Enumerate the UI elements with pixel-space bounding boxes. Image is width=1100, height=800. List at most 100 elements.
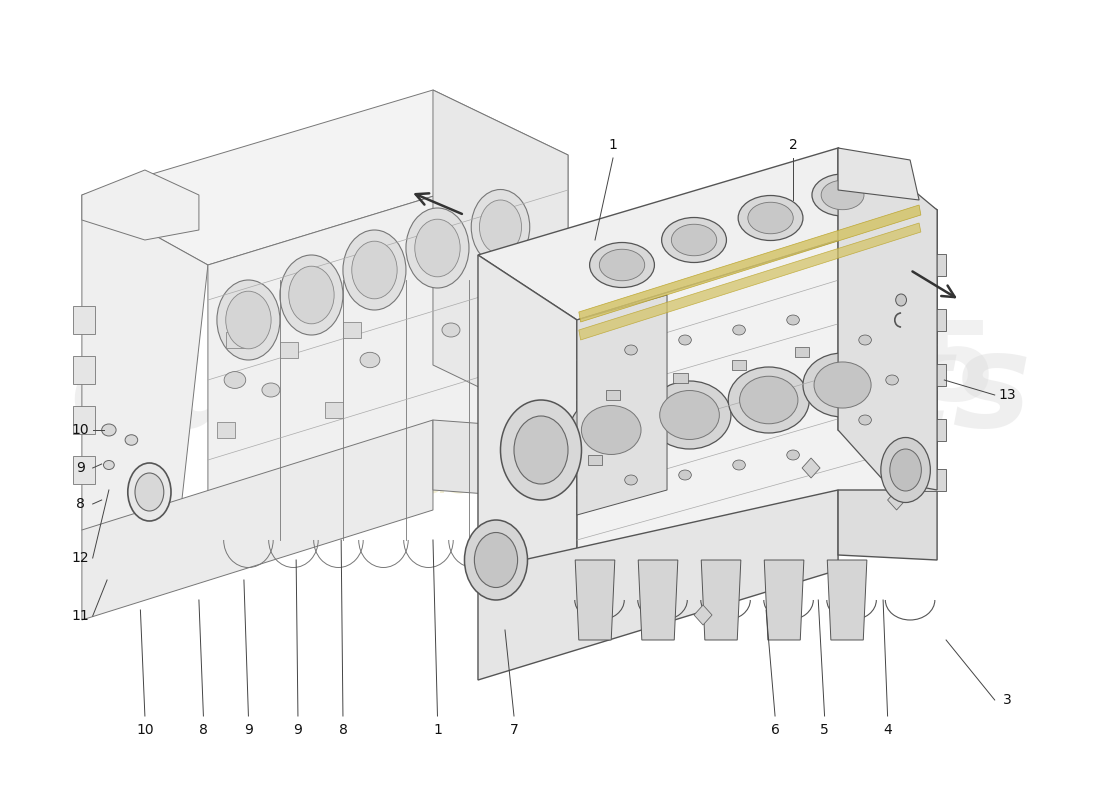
Ellipse shape: [442, 323, 460, 337]
Ellipse shape: [661, 218, 726, 262]
Ellipse shape: [671, 224, 717, 256]
Polygon shape: [732, 360, 746, 370]
Polygon shape: [579, 205, 921, 322]
Ellipse shape: [786, 315, 800, 325]
Text: 10: 10: [72, 423, 89, 437]
Polygon shape: [81, 170, 199, 240]
Ellipse shape: [128, 463, 170, 521]
Ellipse shape: [748, 202, 793, 234]
Polygon shape: [81, 420, 433, 620]
Ellipse shape: [343, 230, 406, 310]
Ellipse shape: [474, 533, 518, 587]
Polygon shape: [838, 148, 937, 490]
Ellipse shape: [262, 383, 279, 397]
Polygon shape: [575, 560, 615, 640]
Text: 9: 9: [294, 723, 302, 737]
Polygon shape: [888, 490, 905, 510]
Text: 1: 1: [433, 723, 442, 737]
Ellipse shape: [821, 180, 864, 210]
Polygon shape: [478, 148, 937, 320]
Ellipse shape: [500, 400, 582, 500]
Ellipse shape: [352, 242, 397, 299]
Ellipse shape: [733, 460, 746, 470]
Text: 5: 5: [821, 723, 829, 737]
Polygon shape: [73, 306, 96, 334]
Polygon shape: [578, 210, 937, 600]
Ellipse shape: [103, 461, 114, 470]
Polygon shape: [638, 560, 678, 640]
Text: a passion for cars: a passion for cars: [353, 458, 747, 502]
Text: 8: 8: [199, 723, 208, 737]
Ellipse shape: [881, 438, 931, 502]
Text: 1: 1: [608, 138, 617, 152]
Ellipse shape: [625, 345, 637, 355]
Polygon shape: [838, 148, 937, 490]
Polygon shape: [433, 420, 568, 500]
Ellipse shape: [125, 434, 138, 446]
Polygon shape: [73, 356, 96, 384]
Polygon shape: [764, 560, 804, 640]
Ellipse shape: [886, 375, 899, 385]
Ellipse shape: [279, 255, 343, 335]
Ellipse shape: [859, 415, 871, 425]
Polygon shape: [838, 490, 937, 560]
Ellipse shape: [217, 280, 279, 360]
Text: eurocarparts: eurocarparts: [69, 326, 1031, 454]
Ellipse shape: [514, 416, 568, 484]
Ellipse shape: [590, 242, 654, 287]
Text: 85: 85: [842, 317, 997, 423]
Ellipse shape: [471, 190, 530, 265]
Ellipse shape: [135, 473, 164, 511]
Text: 8: 8: [339, 723, 348, 737]
Polygon shape: [802, 458, 821, 478]
Polygon shape: [827, 560, 867, 640]
Ellipse shape: [582, 406, 641, 454]
Ellipse shape: [803, 353, 882, 417]
Polygon shape: [226, 332, 244, 348]
Ellipse shape: [226, 291, 271, 349]
Text: 4: 4: [883, 723, 892, 737]
Polygon shape: [694, 605, 712, 625]
Polygon shape: [606, 390, 620, 400]
Ellipse shape: [859, 335, 871, 345]
Text: 12: 12: [72, 551, 89, 565]
Polygon shape: [838, 148, 920, 200]
Ellipse shape: [738, 195, 803, 241]
Ellipse shape: [679, 470, 691, 480]
Polygon shape: [478, 255, 578, 630]
Polygon shape: [701, 560, 740, 640]
Polygon shape: [208, 155, 568, 540]
Ellipse shape: [648, 381, 730, 449]
Ellipse shape: [224, 371, 245, 388]
Ellipse shape: [733, 325, 746, 335]
Text: 11: 11: [72, 609, 89, 623]
Ellipse shape: [890, 449, 922, 491]
Ellipse shape: [289, 266, 334, 324]
Text: 13: 13: [999, 388, 1016, 402]
Polygon shape: [587, 455, 602, 465]
Ellipse shape: [728, 367, 810, 433]
Ellipse shape: [895, 294, 906, 306]
Text: 8: 8: [76, 497, 85, 511]
Ellipse shape: [812, 174, 873, 216]
Ellipse shape: [786, 450, 800, 460]
Polygon shape: [673, 373, 688, 383]
Polygon shape: [579, 223, 921, 340]
Polygon shape: [217, 422, 235, 438]
Polygon shape: [73, 456, 96, 484]
Ellipse shape: [415, 219, 460, 277]
Text: 6: 6: [771, 723, 780, 737]
Ellipse shape: [660, 390, 719, 439]
Polygon shape: [795, 347, 810, 357]
Ellipse shape: [739, 376, 798, 424]
Ellipse shape: [464, 520, 528, 600]
Ellipse shape: [814, 362, 871, 408]
Polygon shape: [81, 90, 568, 265]
Polygon shape: [578, 295, 667, 515]
Ellipse shape: [679, 335, 691, 345]
Text: 7: 7: [509, 723, 518, 737]
Ellipse shape: [101, 424, 117, 436]
Text: 3: 3: [1003, 693, 1012, 707]
Ellipse shape: [570, 396, 652, 464]
Polygon shape: [279, 342, 298, 358]
